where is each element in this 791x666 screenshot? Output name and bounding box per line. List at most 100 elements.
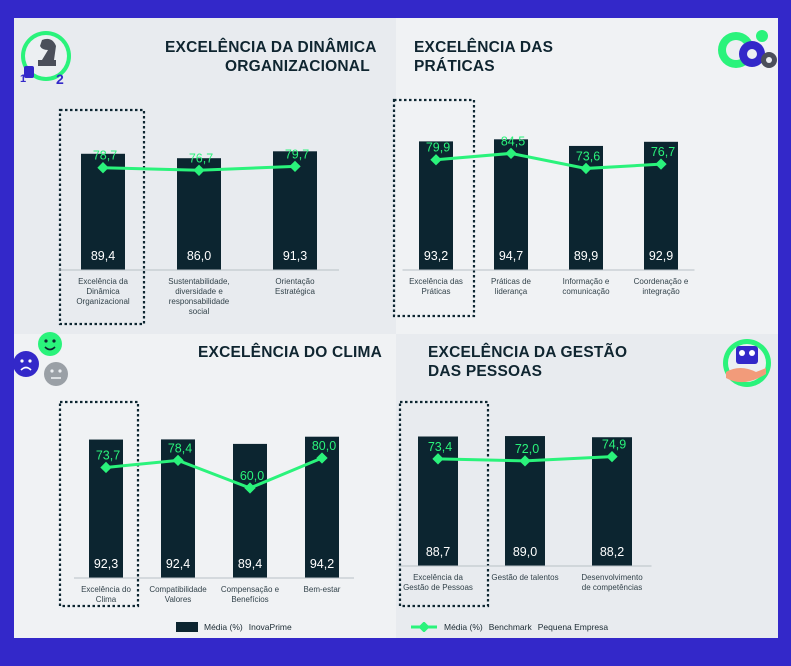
category-label: Organizacional (76, 297, 130, 306)
category-label: Desenvolvimento (581, 573, 643, 582)
bar-value-label: 94,2 (310, 557, 334, 571)
bar-value-label: 93,2 (424, 249, 448, 263)
category-label: Práticas de (491, 277, 532, 286)
benchmark-line (105, 456, 323, 490)
benchmark-value-label: 76,7 (189, 151, 213, 165)
bar-value-label: 88,7 (426, 545, 450, 559)
title-line: EXCELÊNCIA DA DINÂMICA (165, 39, 377, 56)
title-line: ORGANIZACIONAL (225, 58, 370, 75)
category-label: liderança (495, 287, 528, 296)
chess-knight-icon: 2 1 (20, 31, 71, 87)
category-label: Compatibilidade (149, 585, 207, 594)
title-gestao: EXCELÊNCIA DA GESTÃO DAS PESSOAS (428, 343, 627, 381)
benchmark-value-label: 84,5 (501, 134, 525, 148)
bar-value-label: 89,4 (238, 557, 262, 571)
legend-bar-name: InovaPrime (248, 622, 292, 632)
category-label: Bem-estar (304, 585, 341, 594)
category-label: responsabilidade (169, 297, 230, 306)
highlight-box (58, 108, 146, 326)
benchmark-value-label: 78,4 (168, 441, 192, 455)
category-label: diversidade e (175, 287, 223, 296)
legend-bar-swatch (176, 622, 198, 632)
category-label: Gestão de Pessoas (403, 583, 473, 592)
benchmark-point (580, 162, 592, 175)
benchmark-value-label: 76,7 (651, 145, 675, 159)
bar (233, 443, 267, 578)
benchmark-value-label: 79,9 (426, 141, 450, 155)
bar-value-label: 92,4 (166, 557, 190, 571)
report-card (14, 18, 778, 638)
benchmark-value-label: 79,7 (285, 147, 309, 161)
benchmark-point (100, 461, 112, 474)
bar (177, 158, 221, 270)
bar-value-label: 88,2 (600, 545, 624, 559)
category-label: comunicação (562, 287, 610, 296)
category-label: Orientação (275, 277, 315, 286)
category-label: Coordenação e (634, 277, 689, 286)
highlight-box (392, 98, 476, 318)
highlight-box (398, 400, 490, 608)
legend-bar: Média (%) InovaPrime (176, 622, 292, 632)
title-praticas: EXCELÊNCIA DAS PRÁTICAS (414, 38, 553, 76)
title-line: EXCELÊNCIA DA GESTÃO (428, 344, 628, 361)
category-label: Informação e (563, 277, 610, 286)
svg-text:1: 1 (20, 73, 26, 85)
benchmark-value-label: 80,0 (312, 439, 336, 453)
category-label: Gestão de talentos (491, 573, 558, 582)
legend-line-name2: Pequena Empresa (537, 622, 609, 632)
bar-value-label: 89,0 (513, 545, 537, 559)
benchmark-value-label: 73,6 (576, 149, 600, 163)
benchmark-line (435, 151, 662, 170)
hand-people-icon (723, 339, 771, 387)
benchmark-value-label: 74,9 (602, 438, 626, 452)
category-label: Compensação e (221, 585, 280, 594)
title-organizacional: EXCELÊNCIA DA DINÂMICA ORGANIZACIONAL (165, 38, 377, 76)
category-label: Estratégica (275, 287, 316, 296)
title-line: DAS PESSOAS (428, 363, 543, 380)
benchmark-value-label: 73,7 (96, 448, 120, 462)
gears-icon (718, 30, 777, 68)
bar-value-label: 94,7 (499, 249, 523, 263)
legend-line-name: Benchmark (488, 622, 532, 632)
svg-text:2: 2 (56, 71, 64, 87)
bar-value-label: 89,9 (574, 249, 598, 263)
legend-bar-label: Média (%) (204, 622, 243, 632)
benchmark-value-label: 60,0 (240, 469, 264, 483)
bar-value-label: 91,3 (283, 249, 307, 263)
chart-praticas: 93,2 94,7 89,9 92,9 Excelência das Práticas Pr… (390, 96, 776, 332)
category-label: Valores (165, 595, 192, 604)
benchmark-point (519, 455, 531, 467)
chart-organizacional: 89,4 86,0 91,3 Excelência da Dinâmica Organiz… (40, 100, 380, 336)
bar (494, 139, 528, 270)
title-line: EXCELÊNCIA DAS (414, 39, 554, 56)
category-label: Excelência da (413, 573, 463, 582)
title-clima: EXCELÊNCIA DO CLIMA (198, 343, 382, 362)
category-label: Excelência da (78, 277, 128, 286)
category-label: Práticas (422, 287, 451, 296)
benchmark-point (193, 164, 205, 176)
category-label: Sustentabilidade, (168, 277, 229, 286)
panel-bg-gestao (396, 334, 778, 638)
legend-line-swatch (411, 622, 437, 632)
benchmark-point (430, 154, 442, 166)
category-label: Clima (96, 595, 117, 604)
bar-value-label: 92,9 (649, 249, 673, 263)
mood-faces-icon (13, 332, 68, 386)
category-label: Dinâmica (86, 287, 120, 296)
category-label: Benefícios (231, 595, 268, 604)
title-line: PRÁTICAS (414, 58, 495, 75)
benchmark-value-label: 72,0 (515, 442, 539, 456)
bar-value-label: 89,4 (91, 249, 115, 263)
legend-line: Média (%) Benchmark Pequena Empresa (410, 622, 608, 632)
benchmark-value-label: 78,7 (93, 149, 117, 163)
title-line: EXCELÊNCIA DO CLIMA (198, 344, 383, 361)
category-label: Excelência das (409, 277, 463, 286)
legend-line-label: Média (%) (444, 622, 483, 632)
category-label: social (189, 307, 210, 316)
bar-value-label: 92,3 (94, 557, 118, 571)
category-label: Excelência do (81, 585, 131, 594)
benchmark-point (655, 158, 667, 170)
benchmark-value-label: 73,4 (428, 440, 452, 454)
chart-gestao: 88,7 89,0 88,2 Excelência da Gestão de Pesso… (390, 400, 690, 610)
chart-clima: 92,3 92,4 89,4 94,2 Excelência do Clima Compat… (50, 400, 376, 610)
